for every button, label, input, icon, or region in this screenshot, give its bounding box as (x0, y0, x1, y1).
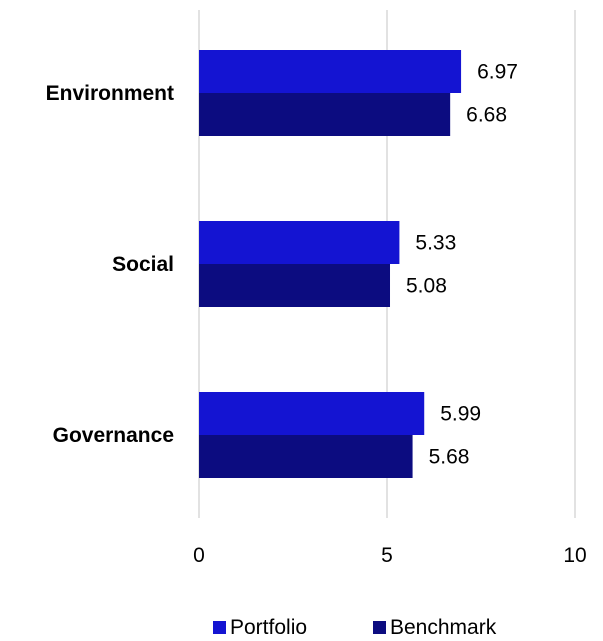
category-label-governance: Governance (53, 424, 174, 447)
data-label: 6.68 (466, 104, 507, 127)
x-axis-ticks: 0 5 10 (193, 544, 587, 567)
x-tick-label: 10 (563, 544, 586, 567)
bar-social-benchmark (199, 264, 391, 307)
category-labels: Environment Social Governance (46, 82, 174, 447)
data-label: 5.99 (440, 403, 481, 426)
category-label-social: Social (112, 253, 174, 276)
legend-label-benchmark: Benchmark (390, 616, 497, 639)
data-labels: 6.97 6.68 5.33 5.08 5.99 5.68 (406, 61, 518, 469)
bar-environment-benchmark (199, 93, 451, 136)
data-label: 6.97 (477, 61, 518, 84)
legend-label-portfolio: Portfolio (230, 616, 307, 639)
bar-environment-portfolio (199, 50, 462, 93)
legend: Portfolio Benchmark (213, 616, 497, 639)
bar-governance-portfolio (199, 392, 425, 435)
bar-governance-benchmark (199, 435, 413, 478)
legend-swatch-portfolio (213, 621, 226, 634)
bar-social-portfolio (199, 221, 400, 264)
data-label: 5.68 (429, 446, 470, 469)
data-label: 5.33 (415, 232, 456, 255)
legend-swatch-benchmark (373, 621, 386, 634)
data-label: 5.08 (406, 275, 447, 298)
x-tick-label: 5 (381, 544, 393, 567)
bars (199, 50, 462, 478)
x-tick-label: 0 (193, 544, 205, 567)
category-label-environment: Environment (46, 82, 174, 105)
